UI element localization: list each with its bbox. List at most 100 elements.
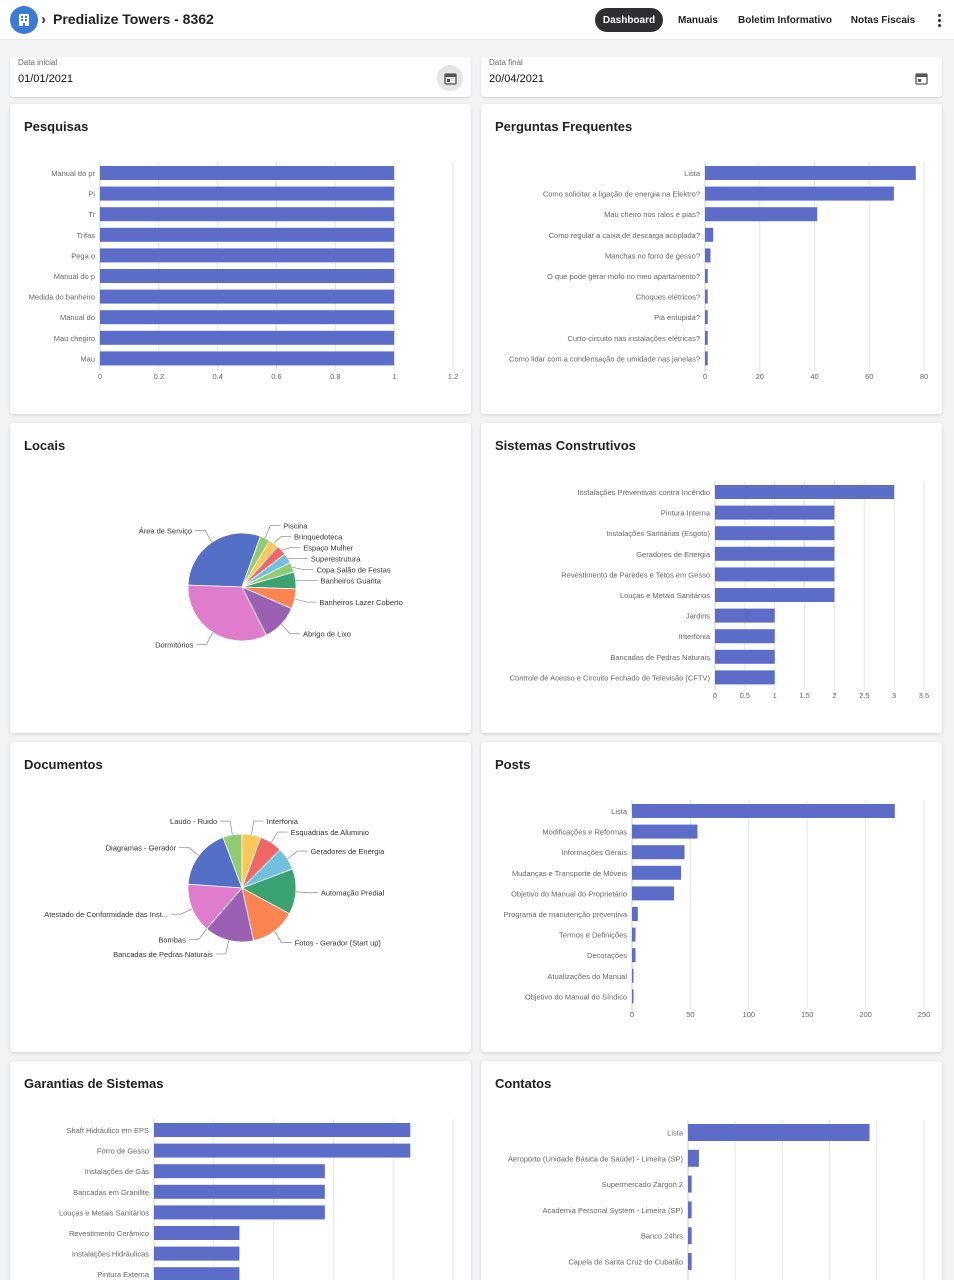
tab-dashboard[interactable]: Dashboard (595, 8, 663, 32)
end-date-value[interactable]: 20/04/2021 (489, 73, 545, 85)
slice-label: Geradores de Energia (310, 847, 385, 856)
category-label: Bancadas em Granilite (73, 1188, 149, 1197)
category-label: Aeroporto (Unidade Básica de Saúde) - Li… (508, 1154, 684, 1163)
category-label: Lista (611, 807, 628, 816)
card-title: Posts (495, 757, 531, 772)
tick-label: 200 (859, 1010, 872, 1019)
pie-slice (206, 887, 255, 943)
start-date-value[interactable]: 01/01/2021 (18, 73, 74, 85)
category-label: Objetivo do Manual do Síndico (525, 992, 627, 1001)
card-pesquisas: Pesquisas Manual do pr Pi Tr Trifas Pega o Ma… (10, 104, 471, 414)
category-label: Pi (88, 190, 95, 199)
perguntas-bar-chart: Lista Como solicitar a ligação de energia… (509, 162, 928, 381)
tick-label: 1 (392, 372, 396, 381)
bar (715, 588, 835, 602)
card-title: Perguntas Frequentes (495, 119, 633, 134)
locais-pie-chart: Piscina Brinquedoteca Espaço Mulher Superes… (139, 522, 403, 650)
bar (100, 269, 395, 283)
calendar-icon[interactable] (908, 65, 934, 91)
pie-slice (187, 883, 243, 930)
bar (705, 330, 708, 345)
bar (154, 1164, 325, 1179)
pie-slice (187, 532, 261, 588)
category-label: Curto-circuito nas instalações elétricas… (567, 334, 700, 343)
tick-label: 1.5 (799, 691, 809, 700)
category-label: Mau cheiro nos ralos e pias? (604, 210, 700, 219)
garantias-bar-chart: Shaft Hidráulico em EPS Forro de Gesso Ins… (59, 1119, 454, 1280)
bar (100, 289, 395, 304)
category-label: Supermercado Zargon 2 (602, 1180, 683, 1189)
category-label: Louças e Metais Sanitários (59, 1208, 149, 1217)
tab-manuais[interactable]: Manuais (677, 14, 718, 26)
bar (632, 804, 895, 818)
label-leader-line (215, 940, 230, 955)
slice-label: Laudo - Ruido (170, 817, 217, 826)
label-leader-line (280, 623, 300, 635)
card-sistemas-construtivos: Sistemas Construtivos Instalações Preven… (481, 423, 942, 733)
slice-label: Piscina (283, 522, 308, 531)
bar (632, 907, 638, 921)
bar (100, 207, 395, 222)
bar (688, 1201, 692, 1219)
label-leader-line (264, 525, 281, 539)
category-label: Instalações Sanitárias (Esgoto) (606, 529, 710, 538)
tick-label: 1.2 (448, 372, 458, 381)
tick-label: 2.5 (859, 691, 869, 700)
bar (705, 207, 818, 222)
category-label: Instalações Preventivas contra Incêndio (577, 488, 710, 497)
category-label: Trifas (77, 231, 96, 240)
bar (154, 1226, 240, 1240)
bar (154, 1184, 325, 1199)
slice-label: Bombas (158, 935, 186, 944)
card-posts: Posts Lista Modificações e Reformas Inform… (481, 742, 942, 1052)
end-date-field[interactable]: Data final 20/04/2021 (481, 57, 942, 97)
bar (100, 330, 395, 345)
building-icon[interactable] (10, 6, 38, 34)
bar (715, 670, 775, 685)
category-label: Medida do banheiro (29, 293, 95, 302)
documentos-pie-chart: Interfonia Esquadrias de Aluminio Geradore… (44, 817, 385, 959)
card-locais: Locais Piscina Brinquedoteca Espaço Mulher… (10, 423, 471, 733)
tab-boletim-informativo[interactable]: Boletim Informativo (738, 14, 832, 26)
tab-notas-fiscais[interactable]: Notas Fiscais (850, 14, 916, 26)
category-label: Pintura Externa (97, 1270, 150, 1279)
category-label: Revestimento de Paredes e Tetos em Gesso (561, 570, 710, 579)
bar (154, 1205, 325, 1220)
slice-label: Copa Salão de Festas (316, 566, 390, 575)
bar (715, 485, 895, 499)
slice-label: Banheiros Guarita (321, 577, 382, 586)
start-date-field[interactable]: Data inicial 01/01/2021 (10, 57, 471, 97)
category-label: Manual do (60, 313, 95, 322)
category-label: Banco 24hrs (641, 1232, 683, 1241)
more-options-icon[interactable] (931, 9, 947, 31)
category-label: Academia Personal System - Limeira (SP) (543, 1206, 684, 1215)
tick-label: 150 (801, 1010, 814, 1019)
slice-label: Bancadas de Pedras Naturais (113, 950, 213, 959)
card-title: Locais (24, 438, 66, 453)
category-label: Termos e Definições (559, 931, 627, 940)
bar (705, 248, 711, 263)
tick-label: 0 (713, 691, 717, 700)
bar (154, 1143, 411, 1158)
category-label: Objetivo do Manual do Proprietário (511, 889, 627, 898)
label-leader-line (171, 908, 193, 915)
contatos-bar-chart: Lista Aeroporto (Unidade Básica de Saúde)… (508, 1120, 925, 1280)
tick-label: 0.4 (212, 372, 222, 381)
bar (632, 989, 634, 1004)
label-leader-line (294, 598, 317, 603)
sistemas-bar-chart: Instalações Preventivas contra Incêndio P… (510, 481, 929, 700)
category-label: Como lidar com a condensação de umidade … (509, 354, 700, 363)
category-label: Pega o (71, 251, 95, 260)
label-leader-line (273, 536, 291, 544)
label-leader-line (188, 928, 207, 940)
calendar-icon[interactable] (437, 65, 463, 91)
bar (705, 166, 916, 180)
tick-label: 50 (686, 1010, 694, 1019)
bar (632, 845, 685, 860)
category-label: Choques elétricos? (636, 293, 700, 302)
card-perguntas-frequentes: Perguntas Frequentes Lista Como solicitar… (481, 104, 942, 414)
category-label: Manual do p (54, 272, 95, 281)
category-label: Louças e Metais Sanitários (620, 591, 710, 600)
category-label: Como solicitar a ligação de energia na E… (543, 190, 700, 199)
category-label: Capela de Santa Cruz do Cubatão (568, 1258, 683, 1267)
